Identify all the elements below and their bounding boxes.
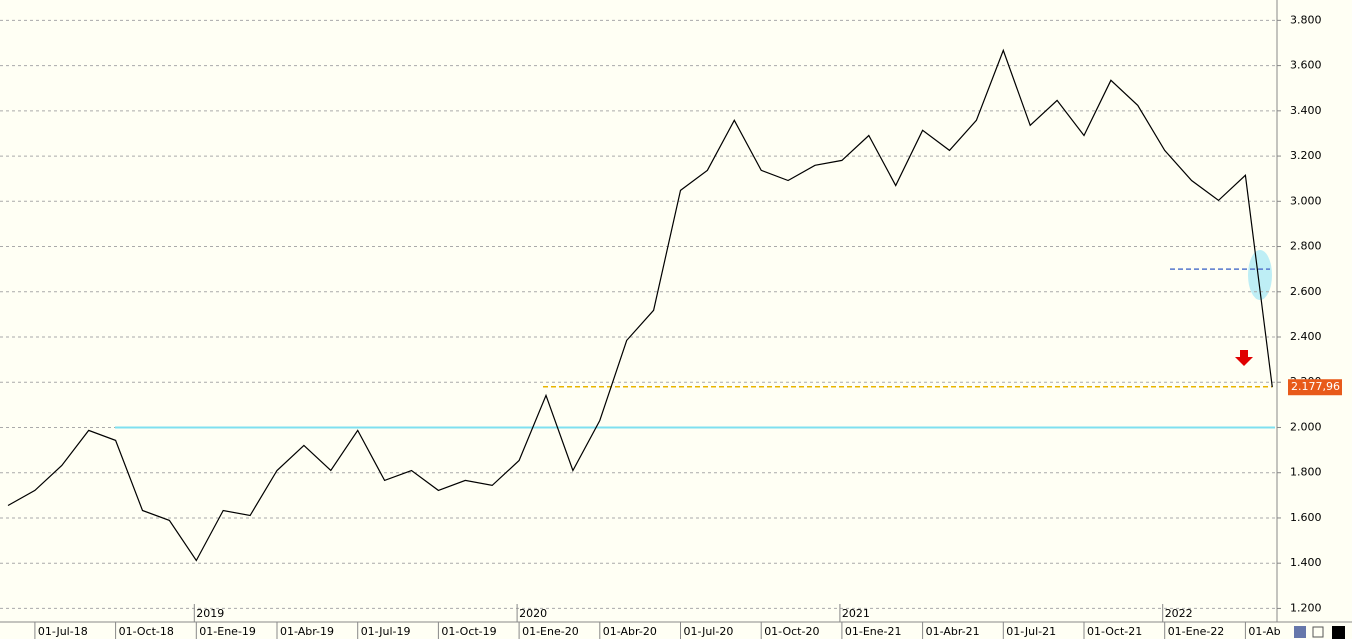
x-tick-label: 01-Oct-21 [1087,625,1142,638]
y-tick-label: 3.800 [1290,13,1322,26]
x-tick-label: 01-Ene-20 [522,625,579,638]
y-tick-label: 2.000 [1290,420,1322,433]
y-tick-label: 2.600 [1290,285,1322,298]
x-tick-label: 01-Jul-20 [684,625,734,638]
x-tick-label: 01-Oct-20 [764,625,819,638]
y-tick-label: 2.800 [1290,240,1322,253]
year-label: 2020 [519,607,547,620]
x-tick-label: 01-Abr-19 [280,625,334,638]
x-tick-label: 01-Ene-22 [1168,625,1225,638]
x-tick-label: 01-Jul-21 [1006,625,1056,638]
y-tick-label: 3.200 [1290,149,1322,162]
x-tick-label: 01-Ene-19 [199,625,256,638]
x-tick-label: 01-Abr-20 [603,625,657,638]
x-tick-label: 01-Oct-19 [441,625,496,638]
year-label: 2019 [196,607,224,620]
toolbar [1294,626,1345,639]
y-tick-label: 3.600 [1290,59,1322,72]
x-tick-label: 01-Jul-19 [361,625,411,638]
x-tick-label: 01-Oct-18 [119,625,174,638]
x-tick-label: 01-Jul-18 [38,625,88,638]
y-tick-label: 2.400 [1290,330,1322,343]
last-value-box [1288,379,1342,396]
y-tick-label: 1.200 [1290,601,1322,614]
y-tick-label: 3.400 [1290,104,1322,117]
y-tick-label: 1.400 [1290,556,1322,569]
pin-icon[interactable] [1312,626,1324,638]
save-icon[interactable] [1294,626,1306,638]
y-tick-label: 1.600 [1290,511,1322,524]
year-label: 2022 [1165,607,1193,620]
down-arrow [1235,350,1253,366]
y-tick-label: 1.800 [1290,466,1322,479]
x-tick-label: 01-Ab [1248,625,1280,638]
x-tick-label: 01-Ene-21 [845,625,902,638]
color-icon[interactable] [1332,626,1345,639]
price-line [7,48,1273,562]
y-tick-label: 3.000 [1290,194,1322,207]
highlight [1248,250,1272,300]
x-tick-label: 01-Abr-21 [926,625,980,638]
last-value-label: 2.177,96 [1291,380,1340,393]
year-label: 2021 [842,607,870,620]
